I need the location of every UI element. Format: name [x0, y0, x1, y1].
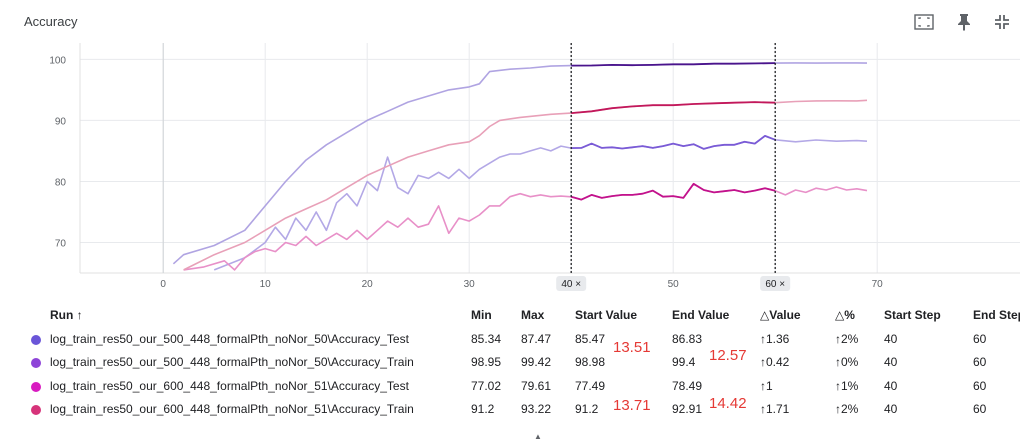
- end-value: 86.83: [672, 331, 703, 346]
- x-tick-label: 20: [362, 279, 374, 290]
- series-line-0: [571, 135, 776, 150]
- series-line-faded-3: [183, 99, 868, 271]
- series-line-1: [571, 62, 776, 67]
- chart-series: [172, 62, 868, 271]
- table-row[interactable]: log_train_res50_our_600_448_formalPth_no…: [0, 398, 1020, 422]
- x-tick-label: 50: [668, 279, 680, 290]
- end-value: 99.4: [672, 355, 696, 369]
- header-end-value[interactable]: End Value: [672, 308, 730, 322]
- y-tick-label: 70: [55, 238, 67, 249]
- y-tick-label: 90: [55, 116, 67, 127]
- table-row[interactable]: log_train_res50_our_600_448_formalPth_no…: [0, 375, 1020, 399]
- collapse-caret-icon[interactable]: ▲: [534, 432, 542, 441]
- min-value: 98.95: [471, 355, 502, 369]
- header-start-step[interactable]: Start Step: [884, 308, 941, 322]
- max-value: 99.42: [521, 355, 552, 369]
- run-color-dot: [31, 381, 41, 392]
- header-delta-pct[interactable]: △%: [835, 308, 855, 322]
- max-value: 79.61: [521, 378, 552, 393]
- end-step: 60: [973, 378, 987, 393]
- run-name: log_train_res50_our_500_448_formalPth_no…: [50, 331, 409, 346]
- run-name: log_train_res50_our_600_448_formalPth_no…: [50, 402, 414, 416]
- min-value: 77.02: [471, 378, 502, 393]
- header-min[interactable]: Min: [471, 308, 492, 322]
- handwritten-annotation: 14.42: [709, 395, 747, 412]
- y-tick-label: 100: [49, 55, 66, 66]
- series-line-faded-1: [172, 62, 868, 265]
- run-name: log_train_res50_our_600_448_formalPth_no…: [50, 378, 409, 393]
- delta-pct: ↑0%: [835, 355, 859, 369]
- start-value: 77.49: [575, 378, 606, 393]
- series-line-2: [570, 182, 776, 201]
- delta-value: ↑1: [760, 378, 773, 393]
- end-value: 92.91: [672, 402, 703, 416]
- chart-toolbar: [910, 10, 1020, 34]
- start-value: 98.98: [575, 355, 606, 369]
- series-line-3: [571, 101, 776, 114]
- chart-tick-labels: 70 80 90 100 0 10 20 30 40 × 50 60 × 70: [49, 55, 883, 291]
- x-tick-label-highlighted: 60 ×: [765, 279, 785, 290]
- fit-domain-icon[interactable]: [912, 10, 936, 34]
- min-value: 85.34: [471, 331, 502, 346]
- header-max[interactable]: Max: [521, 308, 545, 322]
- start-value: 91.2: [575, 402, 599, 416]
- chart-grid: [79, 43, 1020, 274]
- header-start-value[interactable]: Start Value: [575, 308, 638, 322]
- start-step: 40: [884, 331, 898, 346]
- x-tick-label-highlighted: 40 ×: [561, 279, 581, 290]
- pin-icon[interactable]: [952, 10, 976, 34]
- run-color-dot: [31, 405, 41, 415]
- delta-value: ↑1.71: [760, 402, 790, 416]
- handwritten-annotation: 12.57: [709, 347, 747, 364]
- accuracy-line-chart[interactable]: 70 80 90 100 0 10 20 30 40 × 50 60 × 70: [0, 35, 1020, 300]
- series-line-faded-2: [183, 183, 868, 271]
- run-name: log_train_res50_our_500_448_formalPth_no…: [50, 355, 414, 369]
- x-tick-label: 70: [872, 279, 884, 290]
- max-value: 93.22: [521, 402, 552, 416]
- handwritten-annotation: 13.71: [613, 397, 651, 414]
- table-header-row: Run ↑ Min Max Start Value End Value △Val…: [0, 304, 1020, 328]
- handwritten-annotation: 13.51: [613, 339, 651, 356]
- end-step: 60: [973, 402, 987, 416]
- table-row[interactable]: log_train_res50_our_500_448_formalPth_no…: [0, 351, 1020, 375]
- delta-pct: ↑1%: [835, 378, 859, 393]
- start-step: 40: [884, 378, 898, 393]
- end-value: 78.49: [672, 378, 703, 393]
- start-step: 40: [884, 355, 898, 369]
- header-run[interactable]: Run ↑: [50, 308, 83, 322]
- delta-pct: ↑2%: [835, 331, 859, 346]
- run-table: Run ↑ Min Max Start Value End Value △Val…: [0, 304, 1020, 422]
- end-step: 60: [973, 331, 987, 346]
- end-step: 60: [973, 355, 987, 369]
- start-step: 40: [884, 402, 898, 416]
- range-tick-chip: [760, 276, 791, 291]
- run-color-dot: [31, 334, 41, 345]
- run-color-dot: [31, 358, 41, 368]
- collapse-icon[interactable]: [990, 10, 1014, 34]
- max-value: 87.47: [521, 331, 552, 346]
- min-value: 91.2: [471, 402, 495, 416]
- x-tick-label: 10: [260, 279, 272, 290]
- table-row[interactable]: log_train_res50_our_500_448_formalPth_no…: [0, 328, 1020, 352]
- y-tick-label: 80: [55, 177, 67, 188]
- delta-value: ↑0.42: [760, 355, 790, 369]
- delta-value: ↑1.36: [760, 331, 790, 346]
- x-tick-label: 30: [464, 279, 476, 290]
- header-delta-value[interactable]: △Value: [760, 308, 801, 322]
- header-end-step[interactable]: End Step: [973, 308, 1020, 322]
- delta-pct: ↑2%: [835, 402, 859, 416]
- x-tick-label: 0: [160, 279, 166, 290]
- chart-card-title: Accuracy: [24, 14, 78, 29]
- start-value: 85.47: [575, 331, 606, 346]
- range-tick-chip: [556, 276, 587, 291]
